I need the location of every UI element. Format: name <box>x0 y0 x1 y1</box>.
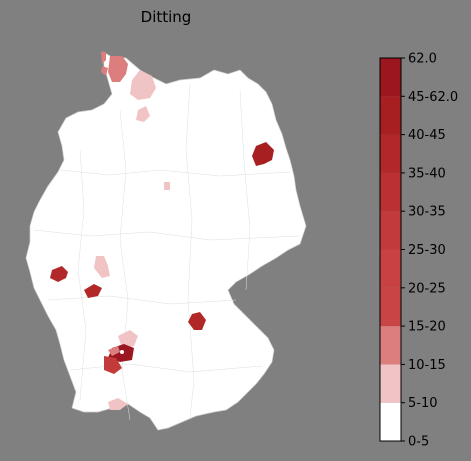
region-bayern-north <box>188 312 206 330</box>
city-marker <box>120 350 124 354</box>
germany-land <box>25 51 307 431</box>
region-nordfriesland <box>108 56 128 82</box>
colorbar-ticks: 0-5 5-10 10-15 15-20 20-25 25-30 30-35 35-40 40-… <box>401 52 458 450</box>
colorbar-bin <box>380 249 401 288</box>
region-schleswig-east <box>130 70 156 100</box>
colorbar-bins <box>380 58 401 441</box>
region-rhein-hunsrueck <box>50 266 68 282</box>
colorbar-tick-label: 30-35 <box>408 205 446 220</box>
region-berlin-area <box>252 142 274 166</box>
colorbar-tick-label: 15-20 <box>408 320 446 335</box>
region-boeblingen-area <box>104 356 122 374</box>
colorbar-bin <box>380 211 401 250</box>
region-central-small <box>164 182 170 190</box>
colorbar-tick-label: 40-45 <box>408 128 446 143</box>
region-hamburg-area <box>136 106 150 122</box>
region-heilbronn-light <box>108 346 120 356</box>
region-hessen-south <box>94 256 110 278</box>
region-nordfriesland-islands <box>101 52 108 76</box>
colorbar-tick-label: 5-10 <box>408 396 438 411</box>
colorbar-tick-label: 45-62.0 <box>408 90 458 105</box>
region-heilbronn-area <box>118 330 138 348</box>
colorbar-bin <box>380 134 401 173</box>
region-rhein-main <box>84 284 102 298</box>
colorbar-bin <box>380 326 401 365</box>
colorbar-bin <box>380 172 401 212</box>
colorbar-bin <box>380 58 401 97</box>
colorbar-tick-label: 10-15 <box>408 358 446 373</box>
colorbar-tick-label: 25-30 <box>408 243 446 258</box>
colorbar-bin <box>380 96 401 135</box>
district-borders <box>33 83 301 421</box>
region-bodensee-area <box>108 398 128 410</box>
colorbar-bin <box>380 287 401 327</box>
colorbar-tick-label: 0-5 <box>408 435 429 450</box>
colorbar-tick-label: 62.0 <box>408 52 437 67</box>
colorbar-bin <box>380 364 401 403</box>
colorbar-tick-label: 35-40 <box>408 166 446 181</box>
colorbar-bin <box>380 402 401 441</box>
map-title: Ditting <box>140 8 192 26</box>
colorbar-tick-label: 20-25 <box>408 281 446 296</box>
